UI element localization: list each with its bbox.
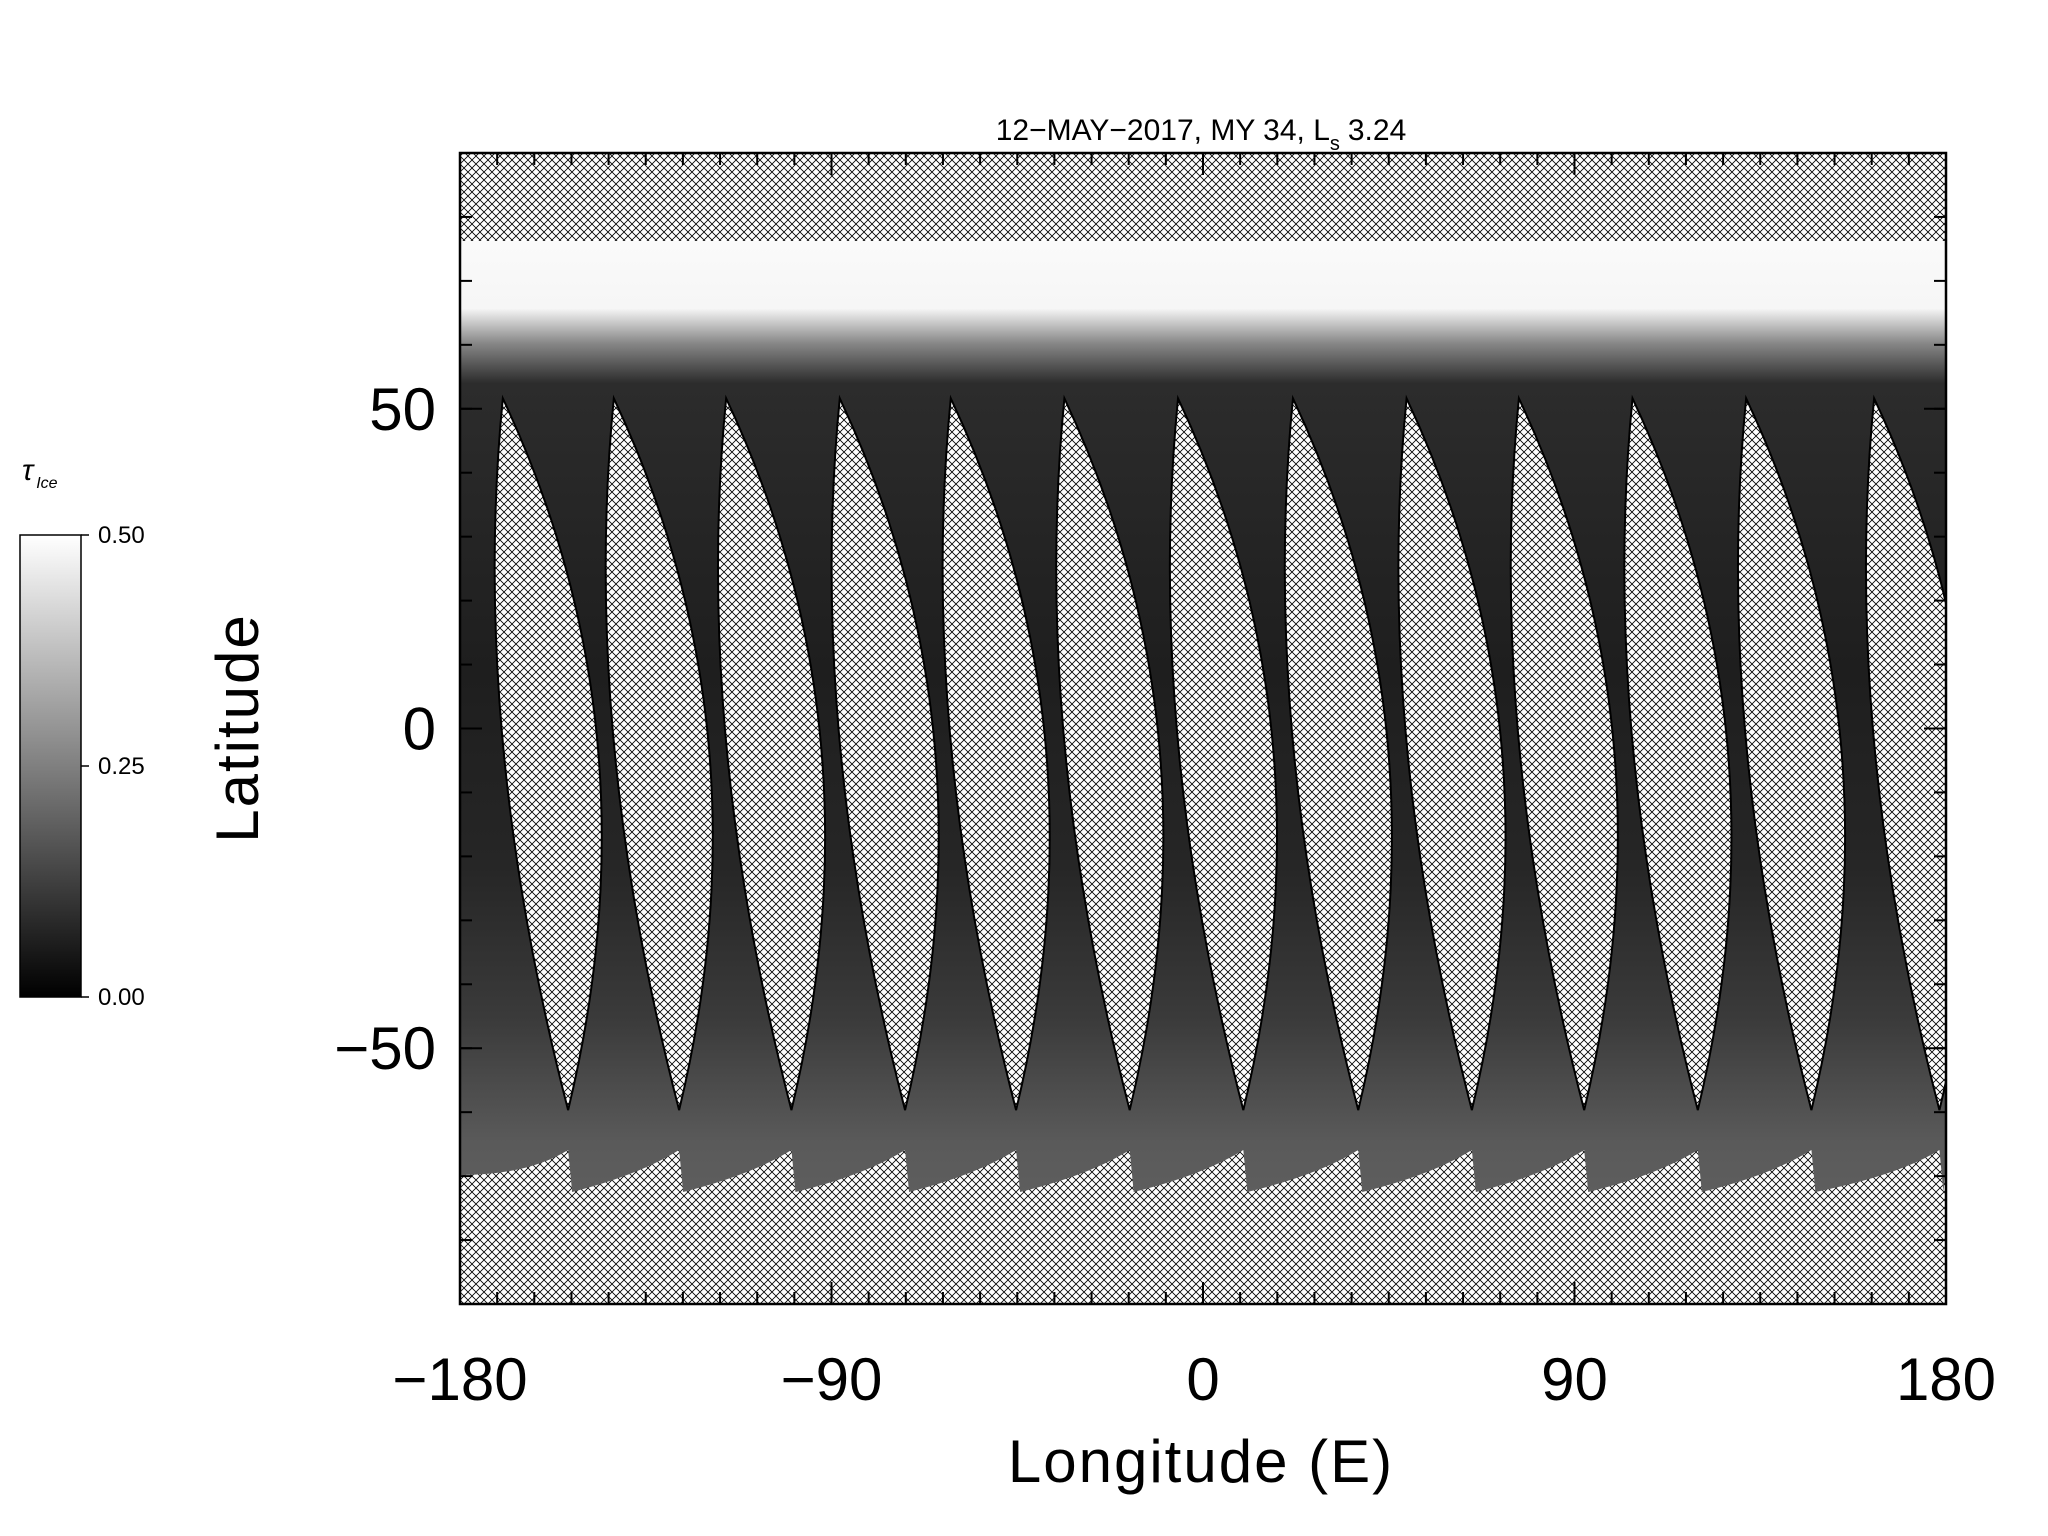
title-ls: L: [1313, 114, 1330, 147]
title-ls-value: 3.24: [1348, 114, 1406, 147]
x-axis-label: Longitude (E): [1008, 1428, 1394, 1495]
orbit-gap: [716, 394, 827, 1111]
title-date: 12−MAY−2017,: [996, 114, 1202, 147]
y-tick-label: −50: [334, 1015, 436, 1082]
x-tick-label: −180: [392, 1346, 527, 1413]
colorbar-subscript: Ice: [36, 475, 57, 492]
orbit-gap: [1055, 394, 1165, 1111]
colorbar-symbol: τ: [22, 454, 35, 487]
no-data-south: [460, 1150, 1946, 1304]
orbit-gap: [941, 394, 1051, 1111]
orbit-gap: [1623, 394, 1733, 1111]
colorbar-tick-label: 0.25: [98, 753, 145, 780]
y-axis-label: Latitude: [204, 613, 271, 843]
colorbar-tick-label: 0.50: [98, 522, 145, 549]
colorbar: [19, 534, 82, 998]
y-tick-label: 50: [369, 376, 436, 443]
orbit-gap: [1509, 394, 1619, 1111]
map-image: [460, 153, 1946, 1304]
orbit-gap: [604, 394, 714, 1111]
orbit-gap: [1283, 394, 1393, 1111]
orbit-gap: [830, 394, 940, 1111]
title-ls-subscript: s: [1330, 133, 1340, 155]
colorbar-tick-label: 0.00: [98, 984, 145, 1011]
orbit-gap: [493, 394, 603, 1111]
chart-title: 12−MAY−2017, MY 34, Ls 3.24: [996, 114, 1407, 155]
y-tick-label: 0: [403, 696, 436, 763]
x-tick-label: 90: [1541, 1346, 1608, 1413]
title-mars-year: MY 34,: [1210, 114, 1305, 147]
x-tick-label: 180: [1896, 1346, 1996, 1413]
orbit-gap: [1864, 394, 1946, 1111]
x-tick-label: 0: [1186, 1346, 1219, 1413]
colorbar-label: τ Ice: [22, 454, 58, 492]
x-tick-label: −90: [781, 1346, 883, 1413]
orbit-gap: [1168, 394, 1278, 1111]
orbit-gap: [1397, 394, 1507, 1111]
orbit-gap: [1736, 394, 1847, 1111]
